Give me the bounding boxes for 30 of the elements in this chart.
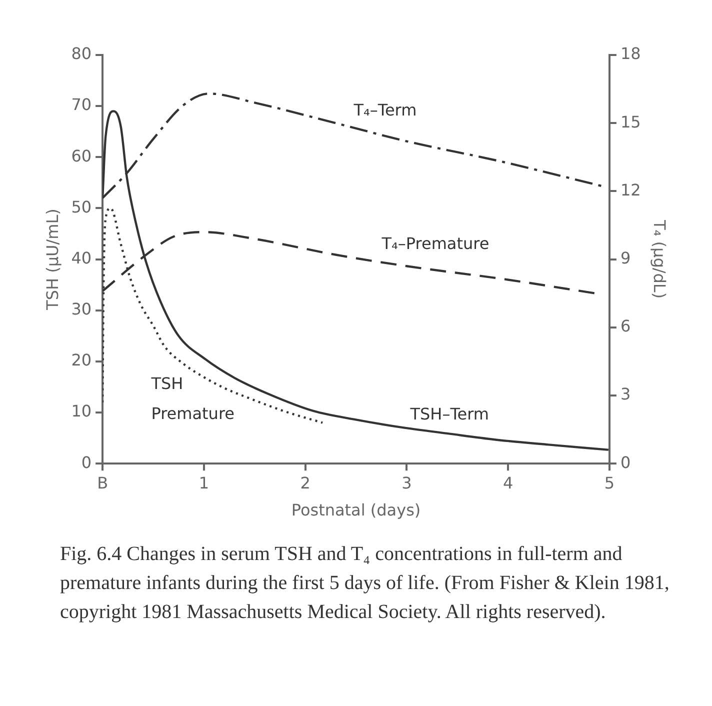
y-axis-title: TSH (μU/mL) xyxy=(42,208,62,311)
x-tick-label: 2 xyxy=(300,473,310,492)
y2-tick-label: 15 xyxy=(620,112,641,132)
series-label: TSH–Term xyxy=(409,404,489,424)
y-tick-label: 30 xyxy=(71,300,92,319)
series-label: T₄–Term xyxy=(352,100,417,120)
y-tick-label: 0 xyxy=(81,452,92,472)
y2-axis-title: T₄ (μg/dL) xyxy=(650,219,670,299)
y2-tick-label: 12 xyxy=(620,180,641,200)
y-tick-label: 60 xyxy=(71,146,92,166)
y-tick-label: 20 xyxy=(71,350,92,370)
y2-tick-label: 0 xyxy=(620,452,631,472)
y2-tick-label: 6 xyxy=(620,316,631,336)
series-label: TSH Premature xyxy=(150,374,235,424)
x-tick-label: 3 xyxy=(402,473,412,492)
y-tick-label: 80 xyxy=(71,44,92,64)
y-tick-label: 10 xyxy=(71,402,92,421)
y-tick-label: 70 xyxy=(71,95,92,114)
x-tick-label: 1 xyxy=(198,473,210,492)
caption: Fig. 6.4 Changes in serum TSH and T₄ concentrations in full-term and premature infants during the first 5 days of life. (From Fisher & Klein 1981, copyright 1981 Massachusetts Medical Society. All rights reserved). xyxy=(60,542,670,625)
y-tick-label: 40 xyxy=(71,248,92,268)
y-tick-label: 50 xyxy=(71,197,92,216)
series-label: T₄–Premature xyxy=(380,234,490,253)
y2-tick-label: 9 xyxy=(620,248,631,268)
x-tick-label: B xyxy=(97,473,108,492)
x-tick-label: 4 xyxy=(502,473,514,492)
y2-tick-label: 18 xyxy=(620,44,641,64)
x-tick-label: 5 xyxy=(604,473,615,492)
x-axis-title: Postnatal (days) xyxy=(291,500,421,520)
y2-tick-label: 3 xyxy=(620,384,631,404)
